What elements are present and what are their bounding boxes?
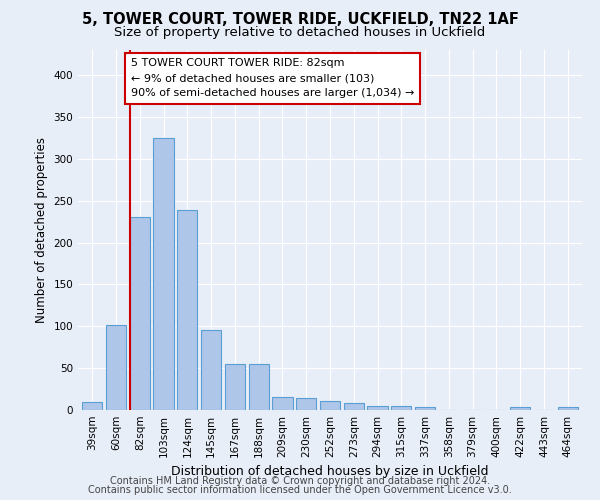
Bar <box>225 364 245 410</box>
Bar <box>154 138 173 410</box>
Bar <box>177 210 197 410</box>
Bar <box>248 364 269 410</box>
Bar <box>201 330 221 410</box>
Bar <box>344 404 364 410</box>
X-axis label: Distribution of detached houses by size in Uckfield: Distribution of detached houses by size … <box>171 466 489 478</box>
Bar <box>296 398 316 410</box>
Text: Contains HM Land Registry data © Crown copyright and database right 2024.: Contains HM Land Registry data © Crown c… <box>110 476 490 486</box>
Text: 5, TOWER COURT, TOWER RIDE, UCKFIELD, TN22 1AF: 5, TOWER COURT, TOWER RIDE, UCKFIELD, TN… <box>82 12 518 28</box>
Text: Size of property relative to detached houses in Uckfield: Size of property relative to detached ho… <box>115 26 485 39</box>
Bar <box>320 401 340 410</box>
Bar <box>367 406 388 410</box>
Text: Contains public sector information licensed under the Open Government Licence v3: Contains public sector information licen… <box>88 485 512 495</box>
Bar <box>510 408 530 410</box>
Bar <box>391 406 412 410</box>
Bar <box>415 406 435 410</box>
Bar <box>557 408 578 410</box>
Bar <box>272 398 293 410</box>
Bar <box>106 324 126 410</box>
Bar <box>130 218 150 410</box>
Y-axis label: Number of detached properties: Number of detached properties <box>35 137 48 323</box>
Text: 5 TOWER COURT TOWER RIDE: 82sqm
← 9% of detached houses are smaller (103)
90% of: 5 TOWER COURT TOWER RIDE: 82sqm ← 9% of … <box>131 58 414 98</box>
Bar <box>82 402 103 410</box>
